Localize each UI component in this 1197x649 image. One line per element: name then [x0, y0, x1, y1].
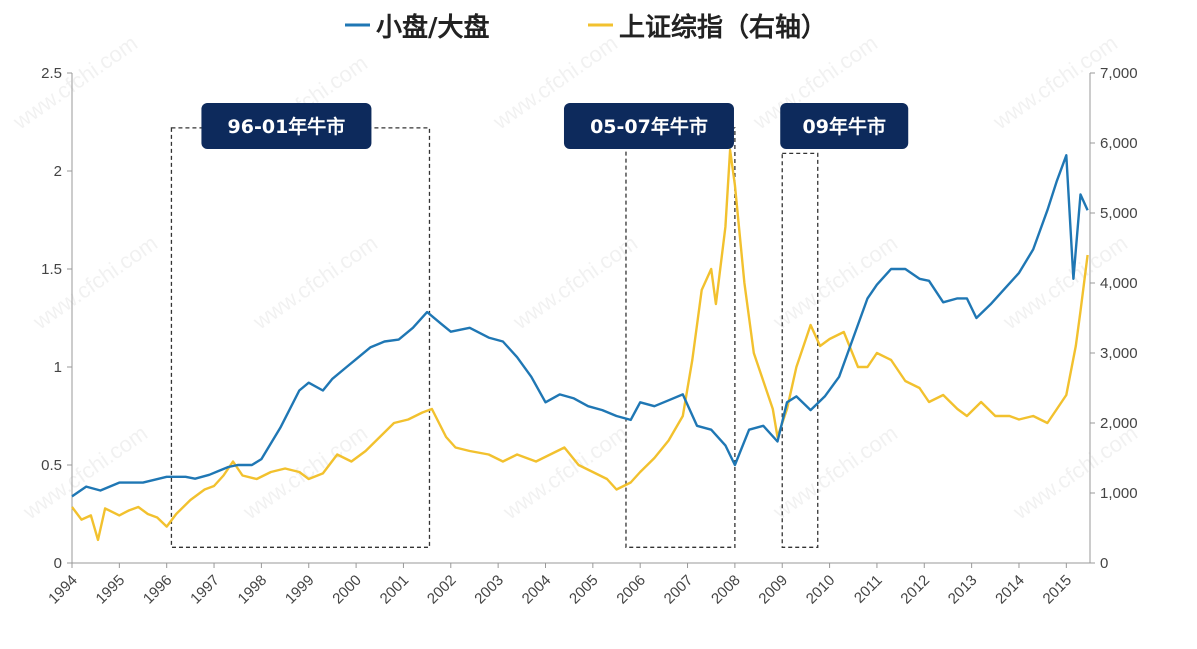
x-tick-label: 2006	[613, 572, 649, 608]
bull-market-box	[625, 127, 736, 548]
x-tick-label: 1999	[282, 572, 318, 608]
x-tick-label: 2008	[708, 572, 744, 608]
x-tick-label: 1995	[93, 572, 129, 608]
x-tick-label: 1997	[187, 572, 223, 608]
series-layer	[71, 148, 1089, 542]
y-right-tick-label: 5,000	[1100, 205, 1138, 222]
watermark-text: www.cfchi.com	[498, 420, 632, 524]
annotation-labels: 96-01年牛市 05-07年牛市 09年牛市	[201, 103, 909, 149]
x-tick-label: 2000	[329, 572, 365, 608]
x-tick-label: 2001	[377, 572, 413, 608]
bull-market-label: 96-01年牛市	[201, 103, 372, 149]
y-right-tick-label: 3,000	[1100, 345, 1138, 362]
x-tick-label: 2004	[519, 572, 555, 608]
bull-market-label: 09年牛市	[780, 103, 909, 149]
x-tick-label: 2012	[897, 572, 933, 608]
bull-market-label-text: 09年牛市	[803, 115, 886, 138]
bull-market-label-bg	[780, 103, 909, 149]
bull-market-label-text: 05-07年牛市	[590, 115, 708, 138]
watermark-text: www.cfchi.com	[8, 30, 142, 134]
x-tick-label: 2014	[992, 572, 1028, 608]
bull-market-box	[781, 152, 819, 548]
y-left-tick-label: 0	[54, 555, 62, 572]
x-tick-label: 2013	[945, 572, 981, 608]
y-left-tick-label: 1	[54, 359, 62, 376]
y-left-tick-label: 0.5	[41, 457, 62, 474]
legend-label-sse: 上证综指（右轴）	[619, 12, 827, 43]
bull-market-label-bg	[563, 103, 734, 149]
legend-label-small-large: 小盘/大盘	[376, 12, 490, 43]
watermark-text: www.cfchi.com	[248, 230, 382, 334]
y-left-tick-label: 2.5	[41, 65, 62, 82]
y-right-tick-label: 6,000	[1100, 135, 1138, 152]
watermark-text: www.cfchi.com	[988, 30, 1122, 134]
watermark-text: www.cfchi.com	[238, 420, 372, 524]
y-left-tick-label: 2	[54, 163, 62, 180]
x-tick-label: 2007	[661, 572, 697, 608]
watermark-text: www.cfchi.com	[768, 230, 902, 334]
watermark-text: www.cfchi.com	[1008, 420, 1142, 524]
watermark-text: www.cfchi.com	[768, 420, 902, 524]
y-left-tick-label: 1.5	[41, 261, 62, 278]
x-tick-label: 1998	[235, 572, 271, 608]
x-tick-label: 1996	[140, 572, 176, 608]
x-tick-label: 2015	[1040, 572, 1076, 608]
x-tick-label: 2011	[851, 572, 886, 607]
watermark-text: www.cfchi.com	[508, 230, 642, 334]
watermark-text: www.cfchi.com	[28, 230, 162, 334]
series-line-sse	[71, 148, 1089, 542]
y-right-tick-label: 7,000	[1100, 65, 1138, 82]
x-tick-label: 2005	[566, 572, 602, 608]
y-right-tick-label: 4,000	[1100, 275, 1138, 292]
y-right-tick-label: 2,000	[1100, 415, 1138, 432]
bull-market-label-text: 96-01年牛市	[228, 115, 346, 138]
y-right-tick-label: 0	[1100, 555, 1108, 572]
series-line-small-large	[71, 154, 1089, 498]
bull-market-label: 05-07年牛市	[563, 103, 734, 149]
y-right-tick-label: 1,000	[1100, 485, 1138, 502]
x-tick-label: 2009	[755, 572, 791, 608]
x-tick-label: 1994	[45, 572, 81, 608]
x-tick-label: 2010	[803, 572, 839, 608]
bull-market-label-bg	[201, 103, 372, 149]
legend: 小盘/大盘 上证综指（右轴）	[345, 12, 827, 43]
x-tick-label: 2002	[424, 572, 460, 608]
x-tick-label: 2003	[471, 572, 507, 608]
